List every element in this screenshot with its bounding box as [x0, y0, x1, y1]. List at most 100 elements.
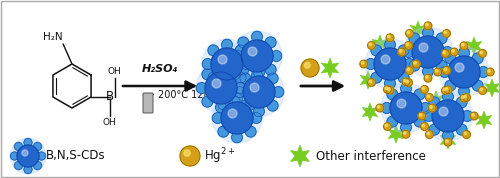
Polygon shape — [428, 91, 444, 109]
Circle shape — [371, 72, 382, 83]
Circle shape — [202, 39, 252, 89]
Circle shape — [24, 165, 32, 174]
Circle shape — [442, 87, 450, 94]
Circle shape — [414, 62, 416, 64]
Text: H₂N: H₂N — [43, 32, 63, 42]
Circle shape — [218, 126, 229, 137]
FancyBboxPatch shape — [143, 93, 153, 113]
Circle shape — [216, 102, 226, 113]
Circle shape — [426, 131, 434, 138]
Circle shape — [232, 132, 242, 143]
Circle shape — [240, 100, 251, 111]
Circle shape — [385, 87, 388, 90]
Circle shape — [376, 104, 384, 112]
Circle shape — [404, 59, 414, 69]
Circle shape — [252, 31, 262, 42]
Circle shape — [402, 78, 410, 86]
Circle shape — [222, 78, 232, 89]
Circle shape — [265, 37, 276, 48]
Circle shape — [381, 55, 390, 64]
Circle shape — [446, 140, 448, 142]
Circle shape — [420, 103, 430, 113]
Circle shape — [445, 53, 456, 64]
Circle shape — [444, 86, 452, 94]
Text: 200°C 12h: 200°C 12h — [158, 90, 210, 100]
Circle shape — [406, 30, 413, 37]
Polygon shape — [322, 58, 338, 78]
Circle shape — [384, 39, 396, 50]
Circle shape — [382, 103, 392, 113]
Circle shape — [402, 130, 410, 138]
Circle shape — [243, 76, 275, 108]
Circle shape — [406, 43, 408, 46]
Circle shape — [240, 73, 251, 84]
Circle shape — [436, 70, 438, 72]
Circle shape — [414, 89, 425, 100]
Circle shape — [428, 104, 436, 112]
Circle shape — [245, 99, 256, 110]
Circle shape — [429, 124, 440, 135]
Circle shape — [267, 73, 278, 84]
Circle shape — [406, 67, 413, 74]
Circle shape — [443, 51, 446, 54]
Circle shape — [420, 114, 422, 116]
Circle shape — [273, 87, 283, 97]
Circle shape — [456, 97, 467, 108]
Circle shape — [478, 50, 486, 57]
Circle shape — [398, 48, 406, 56]
Circle shape — [404, 79, 412, 87]
Circle shape — [472, 114, 474, 116]
Circle shape — [409, 33, 420, 44]
Circle shape — [24, 138, 32, 146]
Circle shape — [445, 80, 456, 91]
Circle shape — [362, 62, 364, 64]
Polygon shape — [476, 111, 492, 129]
Circle shape — [426, 23, 428, 26]
Circle shape — [480, 51, 482, 54]
Circle shape — [235, 45, 246, 56]
Circle shape — [222, 39, 232, 50]
Circle shape — [442, 30, 450, 37]
Circle shape — [397, 99, 406, 108]
Circle shape — [422, 87, 424, 90]
Circle shape — [423, 91, 473, 141]
Circle shape — [478, 67, 488, 77]
Circle shape — [17, 145, 39, 167]
Circle shape — [238, 64, 249, 75]
Circle shape — [444, 31, 446, 33]
Circle shape — [34, 161, 42, 170]
Circle shape — [374, 48, 406, 80]
Circle shape — [440, 67, 450, 77]
Text: B: B — [106, 90, 114, 103]
Circle shape — [406, 80, 408, 83]
Circle shape — [390, 92, 422, 124]
Circle shape — [442, 91, 454, 102]
Circle shape — [424, 111, 434, 121]
Circle shape — [458, 86, 469, 97]
Circle shape — [369, 80, 372, 83]
Polygon shape — [484, 79, 500, 97]
Circle shape — [234, 67, 284, 117]
Circle shape — [205, 72, 237, 104]
Circle shape — [400, 50, 402, 52]
Circle shape — [444, 68, 446, 71]
Circle shape — [426, 94, 434, 101]
Circle shape — [404, 79, 406, 82]
Circle shape — [388, 35, 390, 38]
Circle shape — [424, 22, 432, 30]
Circle shape — [488, 70, 490, 72]
Circle shape — [422, 66, 434, 77]
Circle shape — [202, 96, 213, 107]
Circle shape — [455, 63, 464, 72]
Circle shape — [196, 63, 246, 113]
Circle shape — [238, 37, 249, 48]
Circle shape — [409, 60, 420, 71]
Circle shape — [304, 62, 310, 68]
Circle shape — [478, 87, 486, 94]
Circle shape — [424, 74, 432, 82]
Circle shape — [464, 132, 466, 135]
Circle shape — [371, 45, 382, 56]
Circle shape — [420, 123, 428, 130]
Circle shape — [245, 126, 256, 137]
Circle shape — [388, 88, 390, 90]
